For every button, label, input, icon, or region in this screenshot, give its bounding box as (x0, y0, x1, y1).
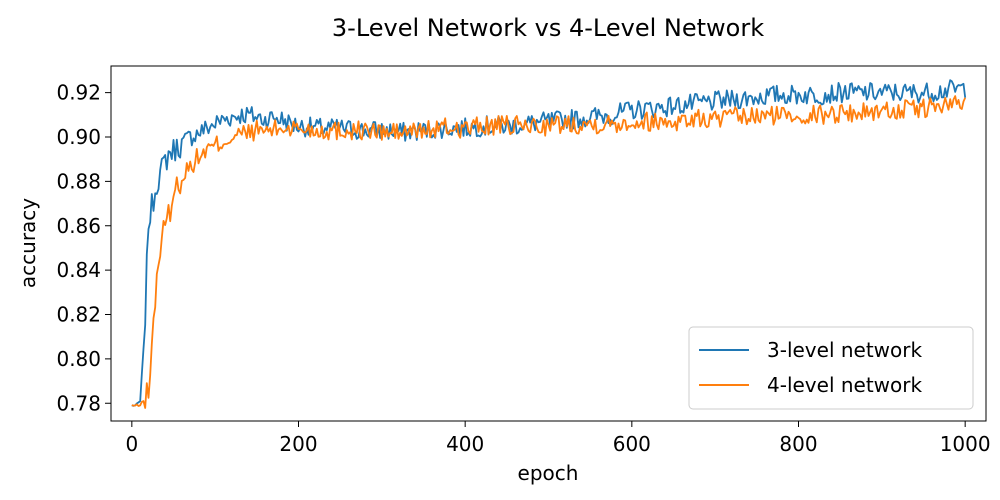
series-line-1 (131, 79, 967, 407)
y-tick-label: 0.90 (56, 125, 101, 149)
y-tick-label: 0.82 (56, 303, 101, 327)
y-tick-label: 0.88 (56, 169, 101, 193)
y-tick-label: 0.92 (56, 81, 101, 105)
x-tick-label: 400 (446, 432, 484, 456)
series-line-2 (131, 95, 967, 409)
x-tick-label: 800 (779, 432, 817, 456)
x-axis: 0 200 400 600 800 1000 (125, 421, 991, 456)
legend-label-1: 3-level network (767, 338, 922, 362)
legend-label-2: 4-level network (767, 373, 922, 397)
x-tick-label: 1000 (940, 432, 991, 456)
plot-area (131, 79, 967, 409)
x-axis-label: epoch (518, 461, 579, 485)
plot-frame (110, 65, 987, 422)
y-axis: 0.78 0.80 0.82 0.84 0.86 0.88 0.90 0.92 (56, 81, 111, 415)
x-tick-label: 600 (613, 432, 651, 456)
y-tick-label: 0.86 (56, 214, 101, 238)
legend-box (688, 326, 974, 410)
x-tick-label: 200 (279, 432, 317, 456)
y-tick-label: 0.84 (56, 258, 101, 282)
chart-title: 3-Level Network vs 4-Level Network (332, 14, 764, 42)
y-tick-label: 0.80 (56, 347, 101, 371)
x-tick-label: 0 (125, 432, 138, 456)
legend: 3-level network 4-level network (688, 326, 974, 410)
y-tick-label: 0.78 (56, 391, 101, 415)
y-axis-label: accuracy (16, 198, 40, 288)
